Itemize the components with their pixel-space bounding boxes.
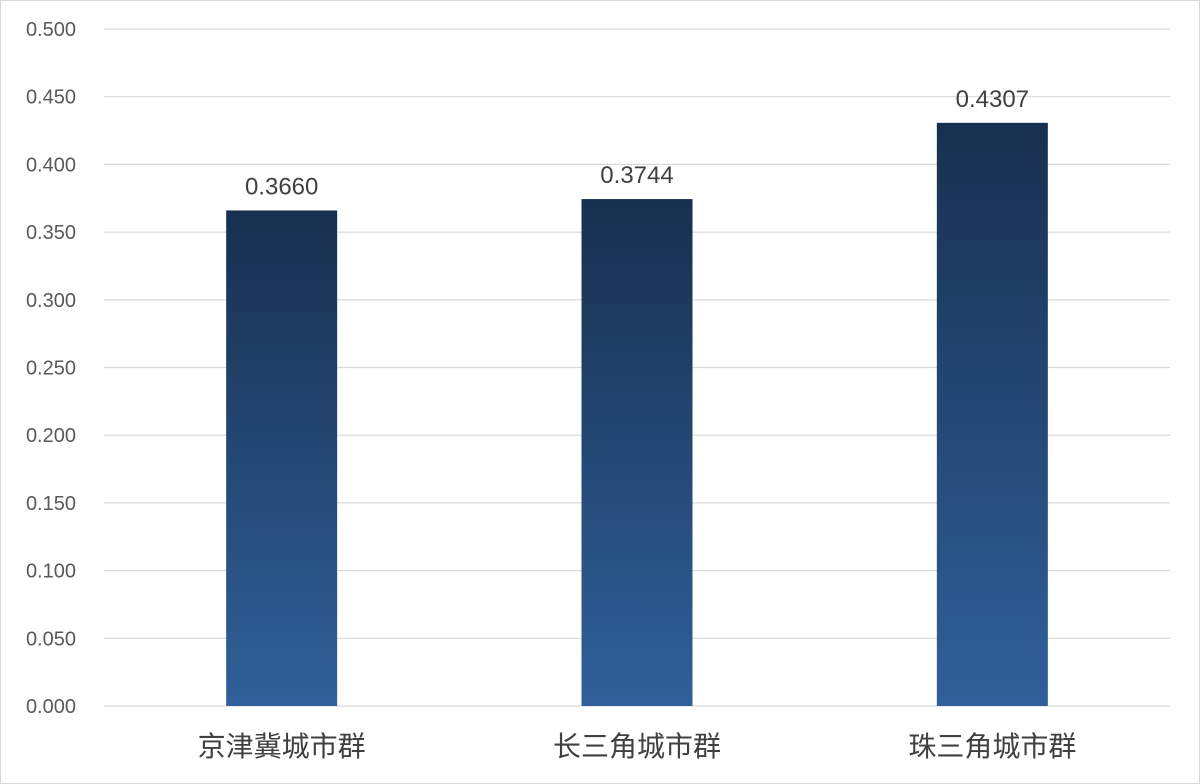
- y-tick-label: 0.350: [26, 222, 76, 244]
- y-tick-label: 0.100: [26, 561, 76, 583]
- y-tick-label: 0.300: [26, 290, 76, 312]
- bar-1: [226, 210, 338, 706]
- y-tick-label: 0.250: [26, 358, 76, 380]
- x-tick-label-2: 长三角城市群: [553, 730, 721, 763]
- bars: [226, 122, 1048, 707]
- y-tick-label: 0.150: [26, 493, 76, 515]
- y-tick-label: 0.050: [26, 628, 76, 650]
- y-tick-label: 0.400: [26, 154, 76, 176]
- y-axis-ticks: 0.000 0.050 0.100 0.150 0.200 0.250 0.300 0.350…: [26, 19, 76, 718]
- data-label-1: 0.3660: [245, 173, 318, 200]
- y-tick-label: 0.500: [26, 19, 76, 41]
- y-tick-label: 0.000: [26, 696, 76, 718]
- bar-2: [581, 199, 693, 707]
- y-tick-label: 0.450: [26, 87, 76, 109]
- x-tick-label-1: 京津冀城市群: [198, 730, 366, 763]
- data-label-2: 0.3744: [600, 162, 673, 189]
- data-labels: 0.3660 0.3744 0.4307: [245, 86, 1029, 201]
- data-label-3: 0.4307: [956, 86, 1029, 113]
- x-axis-ticks: 京津冀城市群 长三角城市群 珠三角城市群: [198, 730, 1077, 763]
- bar-3: [936, 122, 1048, 706]
- y-tick-label: 0.200: [26, 425, 76, 447]
- x-tick-label-3: 珠三角城市群: [908, 730, 1076, 763]
